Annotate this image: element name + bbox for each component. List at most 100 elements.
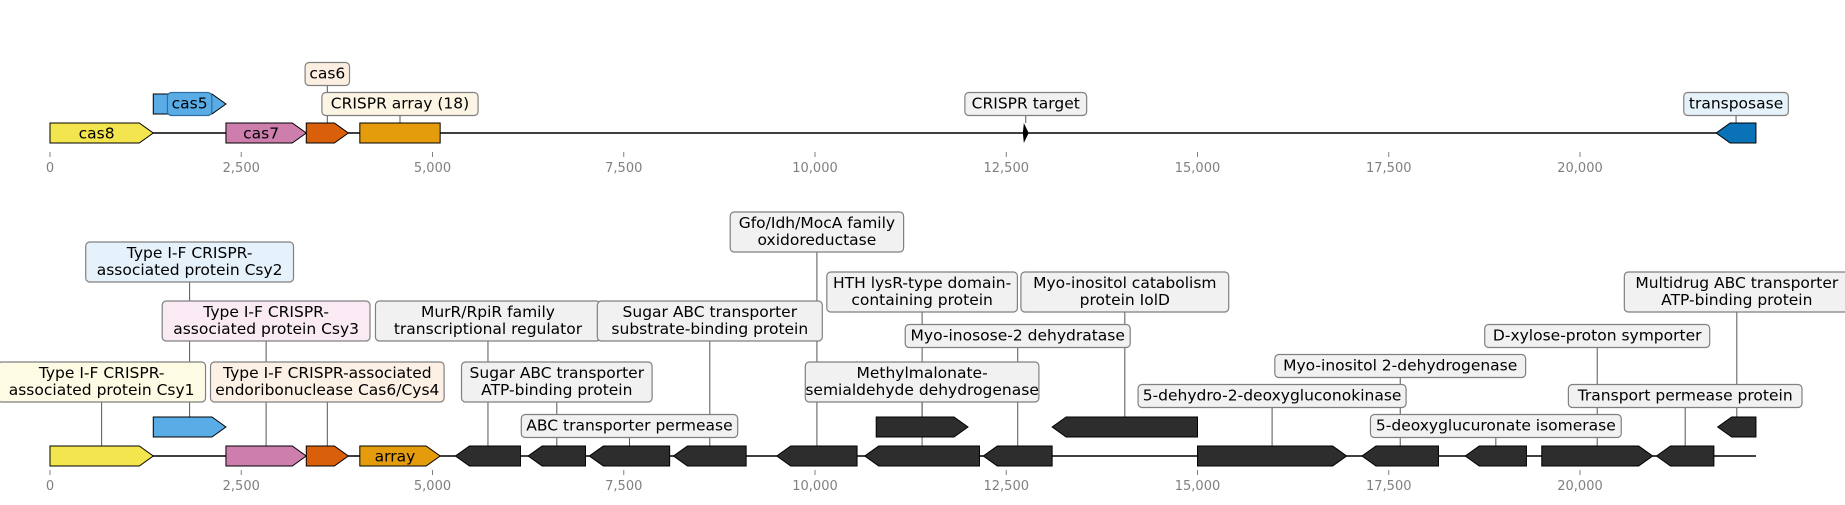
gene-iold (1051, 416, 1198, 438)
tick-label: 12,500 (984, 161, 1030, 176)
label-text: Type I-F CRISPR- (202, 303, 329, 321)
track-2: 0 2,500 5,000 7,500 10,000 12,500 15,000 17,500… (0, 211, 1845, 494)
gene-crispr-array-18 (359, 122, 441, 144)
gene-d-xylose (1541, 445, 1654, 467)
label-box (304, 61, 351, 87)
label-text: HTH lysR-type domain- (833, 274, 1011, 292)
gene-sugar-abc-atp (527, 445, 586, 467)
label-box (904, 323, 1131, 349)
feature-layer: array (49, 416, 1757, 467)
label-text: associated protein Csy3 (173, 320, 359, 338)
label-text: Type I-F CRISPR- (126, 244, 253, 262)
tick-label: 2,500 (223, 161, 260, 176)
gene-transport-permease (1655, 445, 1715, 467)
label-text: ATP-binding protein (1661, 291, 1812, 309)
label-box (520, 413, 739, 439)
gene-cas8 (49, 122, 155, 144)
label-text: substrate-binding protein (611, 320, 808, 338)
label-box (596, 300, 823, 342)
gene-inline-label: cas8 (79, 125, 115, 143)
label-text: endoribonuclease Cas6/Cys4 (215, 381, 439, 399)
tick-label: 5,000 (414, 161, 451, 176)
label-text: CRISPR target (972, 95, 1080, 113)
label-layer: Type I-F CRISPR-associated protein Csy1T… (0, 211, 1845, 439)
label-text: semialdehyde dehydrogenase (805, 381, 1039, 399)
tick-label: 17,500 (1366, 161, 1412, 176)
label-box (1020, 271, 1230, 313)
label-text: 5-deoxyglucuronate isomerase (1376, 417, 1616, 435)
label-text: oxidoreductase (758, 231, 877, 249)
gene-abc-permease (588, 445, 671, 467)
label-box (166, 91, 213, 117)
gene-cas6 (305, 445, 350, 467)
tick-label: 15,000 (1175, 161, 1221, 176)
tick-label: 15,000 (1175, 479, 1221, 494)
tick-label: 12,500 (984, 479, 1030, 494)
tick-label: 20,000 (1557, 479, 1603, 494)
label-text: ABC transporter permease (526, 417, 732, 435)
gene-cas7 (225, 445, 308, 467)
gene-transposase (1715, 122, 1757, 144)
feature-layer: cas8 cas7 (49, 93, 1757, 144)
tick-label: 7,500 (605, 479, 642, 494)
label-box (1623, 271, 1845, 313)
label-text: associated protein Csy2 (97, 261, 283, 279)
label-text: Gfo/Idh/MocA family (739, 214, 895, 232)
tick-label: 20,000 (1557, 161, 1603, 176)
gene-murr-rpir (454, 445, 521, 467)
label-text: D-xylose-proton symporter (1493, 327, 1702, 345)
tick-label: 5,000 (414, 479, 451, 494)
label-text: cas5 (172, 95, 208, 113)
gene-inline-label: cas7 (243, 125, 279, 143)
tick-label: 0 (46, 479, 54, 494)
gene-methylmalonate (863, 445, 980, 467)
label-text: containing protein (851, 291, 993, 309)
label-text: Type I-F CRISPR- (38, 364, 165, 382)
tick-label: 7,500 (605, 161, 642, 176)
label-text: MurR/RpiR family (421, 303, 555, 321)
gene-5-deoxyglucuronate (1464, 445, 1527, 467)
label-box (161, 300, 371, 342)
label-box (1484, 323, 1711, 349)
label-text: associated protein Csy1 (9, 381, 195, 399)
label-text: transposase (1689, 95, 1783, 113)
label-box (321, 91, 479, 117)
gene-myo-inositol-2-dh (1361, 445, 1439, 467)
label-text: Sugar ABC transporter (470, 364, 645, 382)
label-text: Myo-inosose-2 dehydratase (911, 327, 1125, 345)
crispr-target-mark (1022, 123, 1029, 143)
label-text: CRISPR array (18) (331, 95, 469, 113)
tick-label: 10,000 (792, 161, 838, 176)
label-text: protein IolD (1080, 291, 1170, 309)
label-box (1567, 383, 1803, 409)
label-box (729, 211, 905, 253)
label-text: Myo-inositol 2-dehydrogenase (1283, 357, 1517, 375)
label-box (826, 271, 1018, 313)
label-box (0, 361, 207, 403)
gene-sugar-abc-sbp (672, 445, 747, 467)
label-box (1369, 413, 1622, 439)
tick-label: 10,000 (792, 479, 838, 494)
gene-gfo-idh-moca (775, 445, 858, 467)
tick-label: 0 (46, 161, 54, 176)
gene-array (359, 445, 442, 467)
label-text: cas6 (309, 65, 345, 83)
label-box (1137, 383, 1407, 409)
label-box (804, 361, 1040, 403)
label-layer: cas5 cas6 CRISPR array (18) CRISPR target tr… (166, 61, 1789, 117)
track-1: 0 2,500 5,000 7,500 10,000 12,500 15,000 17,500… (46, 61, 1789, 176)
label-box (209, 361, 445, 403)
label-text: Type I-F CRISPR-associated (222, 364, 432, 382)
label-text: Transport permease protein (1577, 387, 1793, 405)
label-box (1683, 91, 1789, 117)
label-text: Multidrug ABC transporter (1635, 274, 1839, 292)
label-text: ATP-binding protein (481, 381, 632, 399)
gene-hth-lysr (875, 416, 969, 438)
label-text: 5-dehydro-2-deoxygluconokinase (1143, 387, 1402, 405)
gene-inline-label: array (375, 448, 416, 466)
tick-label: 17,500 (1366, 479, 1412, 494)
label-box (85, 241, 295, 283)
label-text: Myo-inositol catabolism (1033, 274, 1216, 292)
gene-cas8 (49, 445, 155, 467)
